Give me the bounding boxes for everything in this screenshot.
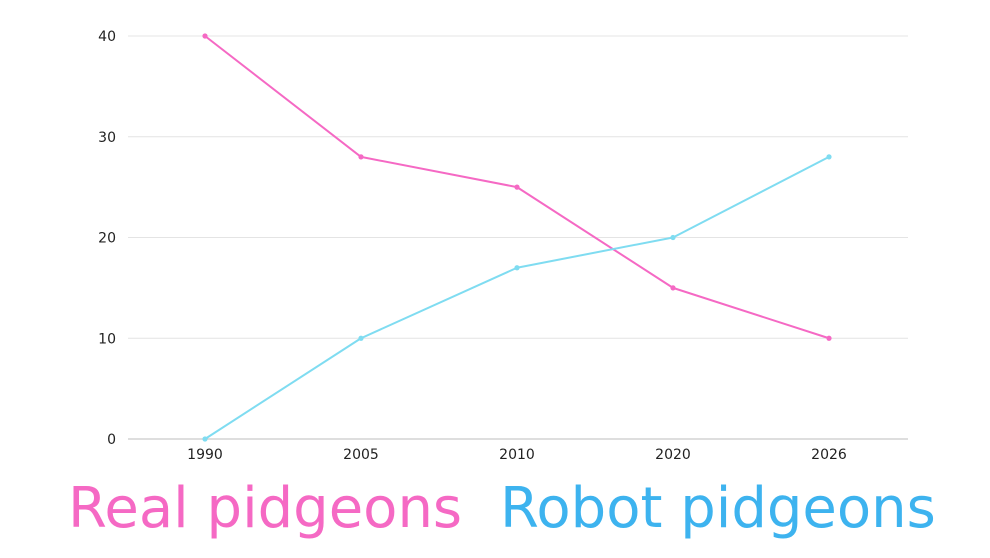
series-real-pidgeons bbox=[202, 33, 832, 341]
x-tick-label-2020: 2020 bbox=[655, 447, 691, 463]
data-point-real-pidgeons-1990 bbox=[202, 33, 208, 39]
gridlines bbox=[128, 35, 908, 339]
y-tick-label-0: 0 bbox=[107, 432, 116, 448]
x-tick-label-2010: 2010 bbox=[499, 447, 535, 463]
data-point-robot-pidgeons-2026 bbox=[826, 154, 832, 160]
y-tick-label-40: 40 bbox=[98, 29, 116, 45]
series-robot-pidgeons bbox=[202, 154, 832, 442]
series-line-robot-pidgeons bbox=[204, 156, 830, 440]
y-tick-label-10: 10 bbox=[98, 331, 116, 347]
x-tick-label-2005: 2005 bbox=[343, 447, 379, 463]
x-axis-ticks: 1990 2005 2010 2020 2026 bbox=[187, 447, 847, 463]
data-point-real-pidgeons-2020 bbox=[670, 285, 676, 291]
data-point-real-pidgeons-2010 bbox=[514, 184, 520, 190]
data-point-robot-pidgeons-2020 bbox=[670, 234, 676, 241]
x-tick-label-1990: 1990 bbox=[187, 447, 223, 463]
line-chart: 0 10 20 30 40 1990 2005 2010 2020 2026 bbox=[98, 29, 908, 463]
y-tick-label-20: 20 bbox=[98, 231, 116, 247]
series-layer bbox=[202, 33, 832, 442]
data-point-robot-pidgeons-2010 bbox=[514, 265, 520, 271]
y-tick-label-30: 30 bbox=[98, 130, 116, 146]
legend-real-pidgeons: Real pidgeons bbox=[68, 476, 463, 541]
legend-robot-pidgeons: Robot pidgeons bbox=[500, 476, 936, 541]
y-axis-ticks: 0 10 20 30 40 bbox=[98, 29, 116, 448]
data-point-real-pidgeons-2005 bbox=[358, 154, 364, 160]
data-point-real-pidgeons-2026 bbox=[826, 335, 832, 341]
x-tick-label-2026: 2026 bbox=[811, 447, 847, 463]
data-point-robot-pidgeons-1990 bbox=[202, 436, 208, 442]
data-point-robot-pidgeons-2005 bbox=[358, 335, 364, 341]
